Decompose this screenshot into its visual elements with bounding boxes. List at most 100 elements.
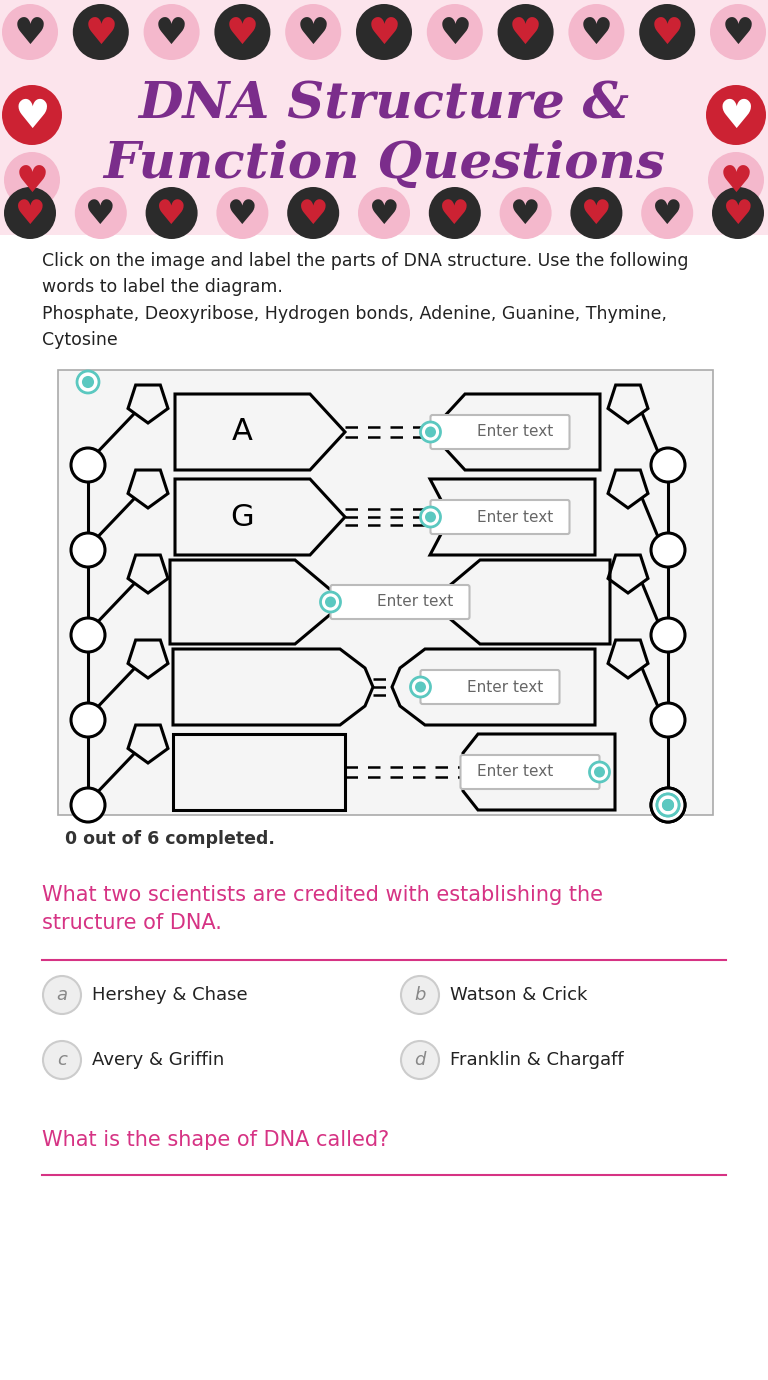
Circle shape [498,4,554,59]
Text: What is the shape of DNA called?: What is the shape of DNA called? [42,1130,389,1150]
Circle shape [500,188,551,239]
Circle shape [594,766,605,777]
Circle shape [657,793,679,816]
Circle shape [411,678,431,697]
Circle shape [712,188,764,239]
Circle shape [320,592,340,611]
FancyBboxPatch shape [431,415,570,448]
Circle shape [425,426,436,437]
Circle shape [43,976,81,1014]
Text: Enter text: Enter text [477,765,553,780]
Text: 0 out of 6 completed.: 0 out of 6 completed. [65,829,275,847]
Text: structure of DNA.: structure of DNA. [42,914,222,933]
Text: ♥: ♥ [439,15,472,52]
Circle shape [71,702,105,737]
Circle shape [217,188,268,239]
Text: Phosphate, Deoxyribose, Hydrogen bonds, Adenine, Guanine, Thymine,
Cytosine: Phosphate, Deoxyribose, Hydrogen bonds, … [42,305,667,349]
Circle shape [651,618,685,651]
Text: Enter text: Enter text [477,425,553,439]
Bar [0,235,768,1380]
Circle shape [710,4,766,59]
Text: DNA Structure &: DNA Structure & [138,80,630,130]
Text: Watson & Crick: Watson & Crick [450,985,588,1005]
Circle shape [358,188,410,239]
Circle shape [427,4,483,59]
Text: Hershey & Chase: Hershey & Chase [92,985,247,1005]
Circle shape [287,188,339,239]
Circle shape [144,4,200,59]
Text: ♥: ♥ [14,15,47,52]
Circle shape [2,4,58,59]
Text: a: a [57,985,68,1005]
Bar [0,0,768,235]
Circle shape [146,188,197,239]
Circle shape [4,188,56,239]
Circle shape [43,1041,81,1079]
Text: G: G [230,502,254,531]
Circle shape [421,422,441,442]
Text: ♥: ♥ [369,197,399,230]
Text: Click on the image and label the parts of DNA structure. Use the following
words: Click on the image and label the parts o… [42,253,688,295]
Circle shape [401,976,439,1014]
Circle shape [651,702,685,737]
Text: b: b [414,985,425,1005]
Circle shape [73,4,129,59]
Text: Enter text: Enter text [477,509,553,524]
Circle shape [651,788,685,822]
Text: ♥: ♥ [581,197,612,230]
Text: ♥: ♥ [652,197,683,230]
Circle shape [657,793,679,816]
Text: Franklin & Chargaff: Franklin & Chargaff [450,1052,624,1070]
Circle shape [421,506,441,527]
Circle shape [71,533,105,567]
Text: ♥: ♥ [509,15,542,52]
Text: A: A [232,418,253,447]
Circle shape [641,188,694,239]
Text: d: d [414,1052,425,1070]
Text: ♥: ♥ [723,197,753,230]
Text: ♥: ♥ [156,197,187,230]
Circle shape [2,86,62,145]
Text: What two scientists are credited with establishing the: What two scientists are credited with es… [42,885,603,905]
Circle shape [662,799,674,811]
Circle shape [285,4,341,59]
Text: ♥: ♥ [226,15,259,52]
Text: ♥: ♥ [721,15,754,52]
Text: ♥: ♥ [580,15,613,52]
Circle shape [651,533,685,567]
Circle shape [708,152,764,208]
Circle shape [214,4,270,59]
Circle shape [590,762,610,782]
Circle shape [568,4,624,59]
Text: Function Questions: Function Questions [103,141,665,189]
Circle shape [74,188,127,239]
FancyBboxPatch shape [330,585,469,620]
Circle shape [706,86,766,145]
Text: ♥: ♥ [296,15,329,52]
Circle shape [662,799,674,811]
Text: ♥: ♥ [439,197,470,230]
Circle shape [71,618,105,651]
Text: ♥: ♥ [155,15,188,52]
Circle shape [71,448,105,482]
Text: ♥: ♥ [85,197,116,230]
Circle shape [325,596,336,607]
Circle shape [4,152,60,208]
Text: Avery & Griffin: Avery & Griffin [92,1052,224,1070]
Text: ♥: ♥ [227,197,258,230]
Circle shape [82,375,94,388]
Circle shape [571,188,622,239]
Circle shape [425,512,436,523]
Text: ♥: ♥ [368,15,400,52]
Circle shape [401,1041,439,1079]
Text: Enter text: Enter text [377,595,453,610]
Circle shape [415,682,426,693]
Circle shape [651,448,685,482]
Text: ♥: ♥ [15,163,48,200]
Circle shape [77,371,99,393]
Circle shape [71,788,105,822]
FancyBboxPatch shape [58,370,713,816]
Text: c: c [57,1052,67,1070]
FancyBboxPatch shape [431,500,570,534]
Text: Enter text: Enter text [467,679,543,694]
